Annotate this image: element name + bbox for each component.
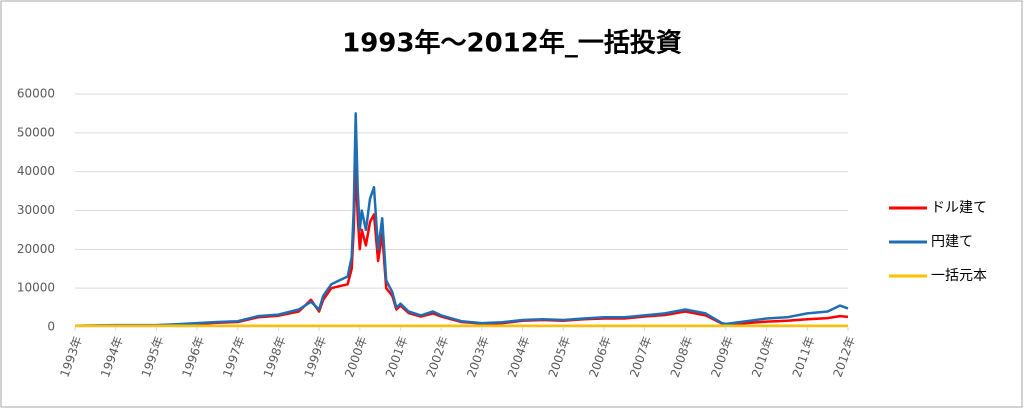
legend-label: 一括元本 bbox=[931, 268, 987, 284]
y-tick-label: 0 bbox=[47, 320, 55, 334]
y-tick-label: 10000 bbox=[17, 281, 55, 295]
y-tick-label: 40000 bbox=[17, 164, 55, 178]
y-tick-label: 30000 bbox=[17, 203, 55, 217]
y-tick-label: 50000 bbox=[17, 125, 55, 139]
series-line bbox=[74, 112, 849, 328]
y-tick-label: 60000 bbox=[17, 87, 55, 101]
y-tick-label: 20000 bbox=[17, 242, 55, 256]
legend-label: 円建て bbox=[931, 234, 973, 250]
chart-title: 1993年〜2012年_一括投資 bbox=[342, 28, 682, 59]
legend-label: ドル建て bbox=[931, 200, 987, 216]
